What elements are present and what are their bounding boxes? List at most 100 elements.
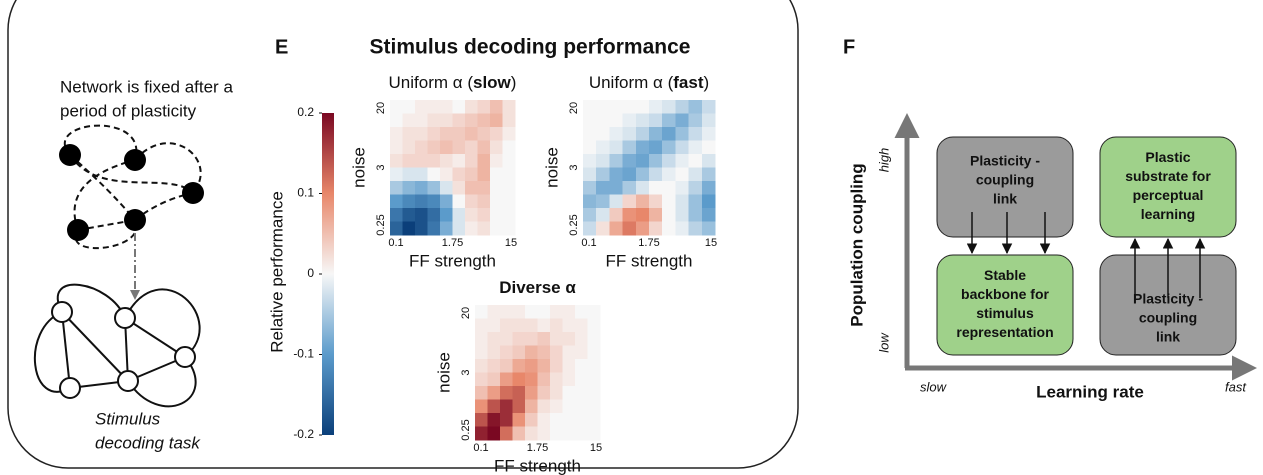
heatmap-cell xyxy=(490,114,503,128)
heatmap-cell xyxy=(583,181,597,195)
heatmap-cell xyxy=(390,114,403,128)
heatmap-cell xyxy=(550,373,563,387)
task-label: decoding task xyxy=(95,433,201,452)
heatmap-cell xyxy=(563,373,576,387)
heatmap-cell xyxy=(513,373,526,387)
heatmap-cell xyxy=(689,154,703,168)
heatmap-cell xyxy=(478,168,491,182)
heatmap-cell xyxy=(465,127,478,141)
heatmap-cell xyxy=(390,127,403,141)
heatmap-cell xyxy=(702,127,716,141)
heatmap-cell xyxy=(475,359,488,373)
heatmap-cell xyxy=(588,346,601,360)
heatmap-cell xyxy=(636,208,650,222)
y-tick-label: 20 xyxy=(375,102,387,114)
heatmap-cell xyxy=(500,373,513,387)
heatmap-cell xyxy=(403,208,416,222)
heatmap-cell xyxy=(490,168,503,182)
heatmap-cell xyxy=(500,346,513,360)
heatmap-cell xyxy=(538,386,551,400)
heatmap-cell xyxy=(675,208,689,222)
heatmap-cell xyxy=(390,208,403,222)
heatmap-cell xyxy=(403,141,416,155)
heatmap-cell xyxy=(609,114,623,128)
heatmap-cell xyxy=(478,181,491,195)
heatmap-cell xyxy=(563,400,576,414)
heatmap-cell xyxy=(440,154,453,168)
y-axis-label: noise xyxy=(542,147,561,188)
heatmap-cell xyxy=(488,373,501,387)
heatmap-cell xyxy=(636,100,650,114)
x-axis-label: Learning rate xyxy=(1036,382,1144,401)
heatmap-cell xyxy=(609,168,623,182)
heatmap-cell xyxy=(702,154,716,168)
heatmap-cell xyxy=(609,208,623,222)
heatmap-cell xyxy=(428,208,441,222)
box-text: learning xyxy=(1141,206,1195,222)
panel-label: F xyxy=(843,36,855,58)
heatmap-cell xyxy=(538,346,551,360)
heatmap-cell xyxy=(702,168,716,182)
heatmap-cell xyxy=(415,141,428,155)
heatmap-cell xyxy=(623,195,637,209)
heatmap-cell xyxy=(465,222,478,236)
heatmap-cell xyxy=(490,154,503,168)
heatmap-cell xyxy=(500,319,513,333)
heatmap-cell xyxy=(538,305,551,319)
heatmap-cell xyxy=(702,100,716,114)
box-text: coupling xyxy=(1139,310,1197,326)
heatmap-cell xyxy=(596,127,610,141)
heatmap-cell xyxy=(702,114,716,128)
heatmap-cell xyxy=(588,373,601,387)
heatmap-cell xyxy=(500,427,513,441)
heatmap-cell xyxy=(500,359,513,373)
heatmap-cell xyxy=(428,100,441,114)
heatmap-cell xyxy=(415,208,428,222)
heatmap-cell xyxy=(475,332,488,346)
heatmap-cell xyxy=(596,114,610,128)
heatmap-cell xyxy=(636,127,650,141)
heatmap-cell xyxy=(649,181,663,195)
heatmap-cell xyxy=(623,208,637,222)
heatmap-cell xyxy=(583,127,597,141)
heatmap-cell xyxy=(415,195,428,209)
x-tick-label: 0.1 xyxy=(581,237,596,249)
heatmap-cell xyxy=(550,332,563,346)
heatmap-cell xyxy=(675,127,689,141)
heatmap-cell xyxy=(513,359,526,373)
heatmap-cell xyxy=(609,222,623,236)
heatmap-cell xyxy=(453,100,466,114)
heatmap-cell xyxy=(453,222,466,236)
heatmap-cell xyxy=(428,168,441,182)
heatmap-cell xyxy=(500,400,513,414)
y-tick-label: 0.25 xyxy=(460,419,472,440)
heatmap-cell xyxy=(662,114,676,128)
title-part: Uniform α ( xyxy=(589,73,674,92)
heatmap-cell xyxy=(490,100,503,114)
heatmap-cell xyxy=(609,141,623,155)
heatmap-cell xyxy=(538,427,551,441)
heatmap-cell xyxy=(490,195,503,209)
colorbar-tick-label: -0.2 xyxy=(293,427,314,441)
heatmap-cell xyxy=(453,127,466,141)
heatmap-cell xyxy=(662,208,676,222)
heatmap-cell xyxy=(702,181,716,195)
heatmap-cell xyxy=(583,195,597,209)
heatmap-cell xyxy=(390,181,403,195)
box-text: Stable xyxy=(984,267,1026,283)
heatmap-cell xyxy=(550,413,563,427)
y-tick-label: 3 xyxy=(568,164,580,170)
heatmap-cell xyxy=(609,181,623,195)
heatmap-cell xyxy=(563,346,576,360)
colorbar-tick-label: -0.1 xyxy=(293,347,314,361)
y-tick-label: 3 xyxy=(460,369,472,375)
heatmap-cell xyxy=(583,154,597,168)
x-tick-label: 1.75 xyxy=(638,237,659,249)
heatmap-cell xyxy=(675,181,689,195)
heatmap-cell xyxy=(513,305,526,319)
box-text: backbone for xyxy=(961,286,1049,302)
heatmap-cell xyxy=(403,181,416,195)
heatmap-cell xyxy=(503,127,516,141)
title-part: ) xyxy=(511,73,517,92)
heatmap-cell xyxy=(525,332,538,346)
